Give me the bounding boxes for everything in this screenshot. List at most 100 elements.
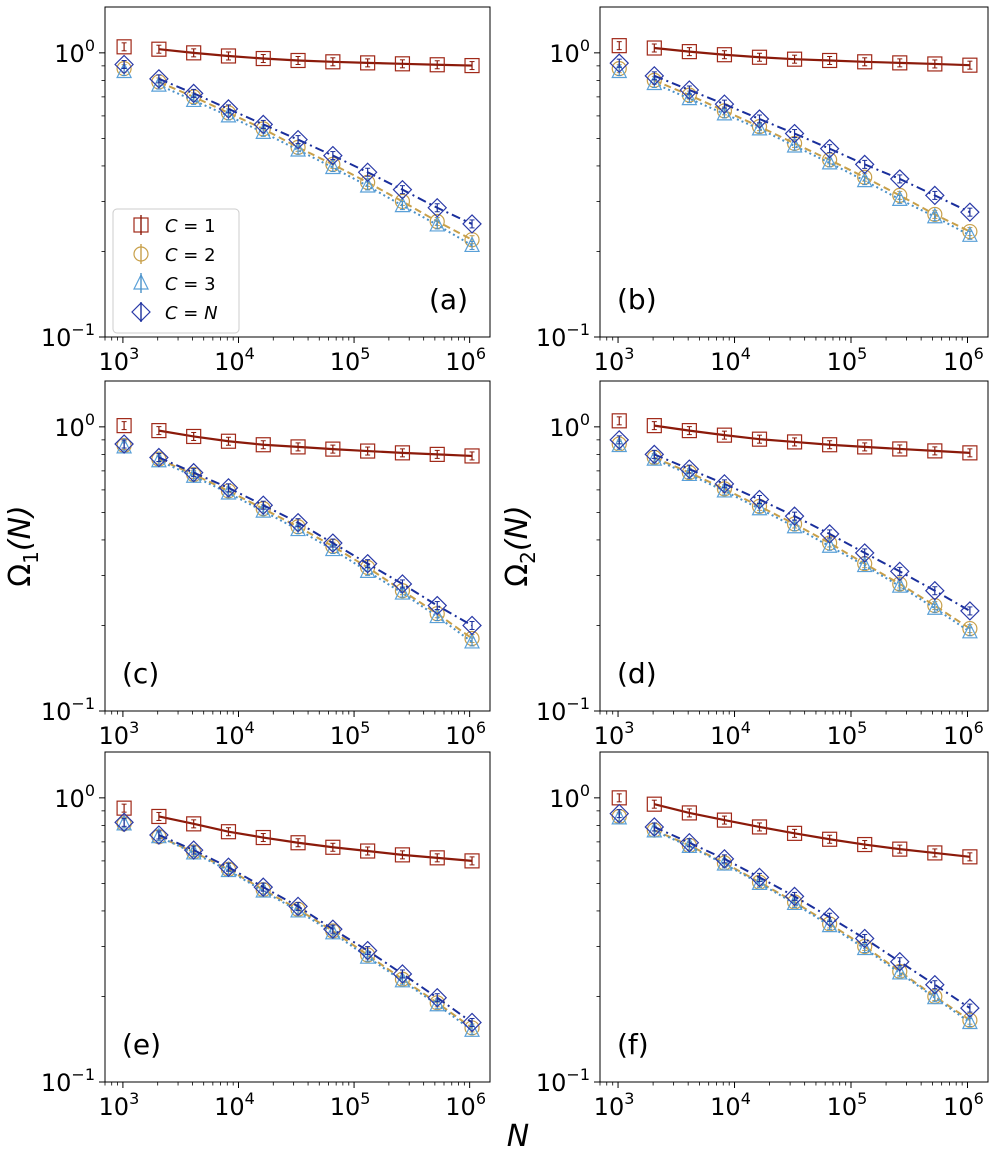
marker-c3 bbox=[429, 607, 446, 624]
marker-c3 bbox=[751, 499, 768, 516]
series-line-cN bbox=[158, 834, 473, 1024]
series-line-cN bbox=[653, 826, 971, 1009]
marker-c3 bbox=[394, 583, 411, 600]
marker-cN bbox=[114, 812, 134, 833]
marker-c1 bbox=[927, 56, 943, 72]
marker-c3 bbox=[926, 988, 943, 1005]
marker-cN bbox=[854, 154, 875, 175]
x-tick-label: 105 bbox=[330, 718, 371, 750]
marker-cN bbox=[114, 434, 134, 454]
marker-cN bbox=[889, 951, 910, 972]
series-line-c1 bbox=[158, 429, 473, 458]
marker-cN bbox=[253, 877, 274, 897]
x-tick-label: 105 bbox=[330, 1089, 371, 1121]
marker-cN bbox=[288, 896, 308, 917]
marker-cN bbox=[149, 447, 169, 468]
marker-cN bbox=[889, 169, 910, 189]
marker-c1 bbox=[429, 57, 445, 73]
marker-cN bbox=[644, 444, 665, 465]
marker-cN bbox=[114, 54, 134, 75]
y-tick-label: 100 bbox=[54, 36, 95, 68]
marker-c3 bbox=[324, 158, 341, 175]
x-tick-label: 106 bbox=[445, 344, 486, 376]
marker-c1 bbox=[751, 49, 768, 65]
marker-c1 bbox=[220, 824, 237, 840]
marker-c1 bbox=[360, 443, 376, 459]
x-tick-label: 106 bbox=[943, 1089, 984, 1121]
series-line-c3 bbox=[653, 829, 971, 1024]
marker-cN bbox=[819, 138, 840, 159]
axes-frame bbox=[599, 751, 989, 1083]
marker-cN bbox=[854, 543, 875, 563]
marker-cN bbox=[784, 123, 805, 144]
y-tick-label: 100 bbox=[54, 410, 95, 442]
marker-c3 bbox=[611, 62, 628, 79]
marker-cN bbox=[462, 1012, 482, 1033]
x-tick-label: 103 bbox=[99, 718, 140, 750]
series-line-c1 bbox=[158, 815, 473, 862]
marker-c3 bbox=[359, 176, 376, 193]
x-tick-label: 103 bbox=[594, 718, 635, 750]
marker-cN bbox=[323, 919, 343, 940]
marker-c1 bbox=[325, 441, 341, 457]
marker-cN bbox=[819, 524, 840, 544]
marker-c1 bbox=[822, 52, 838, 69]
marker-cN bbox=[392, 179, 413, 200]
marker-cN bbox=[183, 83, 204, 104]
marker-c3 bbox=[429, 215, 446, 232]
marker-cN bbox=[644, 65, 665, 86]
marker-c3 bbox=[716, 104, 733, 121]
marker-c1 bbox=[464, 57, 480, 74]
series-line-c1 bbox=[654, 46, 970, 67]
marker-c1 bbox=[116, 418, 132, 434]
marker-c1 bbox=[220, 48, 237, 64]
marker-c3 bbox=[891, 576, 908, 593]
panel-label: (a) bbox=[429, 283, 468, 316]
legend-label-c2: C = 2 bbox=[165, 245, 216, 266]
marker-cN bbox=[427, 595, 448, 616]
marker-c1 bbox=[394, 445, 411, 461]
marker-c3 bbox=[926, 207, 943, 224]
series-line-c2 bbox=[158, 81, 473, 241]
marker-c3 bbox=[821, 916, 838, 933]
marker-c1 bbox=[255, 50, 271, 67]
marker-cN bbox=[679, 832, 700, 853]
panel-c: 103 104 105 106 10−1 100 (c) bbox=[41, 380, 491, 750]
marker-cN bbox=[749, 867, 770, 888]
marker-cN bbox=[288, 512, 308, 533]
marker-c3 bbox=[926, 598, 943, 615]
marker-c1 bbox=[429, 850, 445, 866]
marker-c1 bbox=[857, 836, 873, 853]
legend-label-c1: C = 1 bbox=[165, 216, 216, 237]
x-tick-label: 103 bbox=[99, 344, 140, 376]
marker-c1 bbox=[290, 835, 306, 851]
marker-cN bbox=[253, 495, 274, 516]
marker-c3 bbox=[891, 963, 908, 980]
y-tick-label: 100 bbox=[549, 410, 590, 442]
marker-cN bbox=[462, 214, 482, 234]
marker-c1 bbox=[325, 839, 341, 855]
marker-cN bbox=[644, 817, 665, 837]
marker-c1 bbox=[255, 437, 271, 453]
marker-c3 bbox=[646, 449, 663, 466]
marker-c3 bbox=[786, 517, 803, 534]
marker-c1 bbox=[681, 423, 697, 439]
marker-c1 bbox=[857, 54, 873, 70]
marker-cN bbox=[714, 474, 735, 494]
marker-cN bbox=[960, 202, 980, 223]
series-line-c3 bbox=[158, 459, 473, 643]
y-tick-label: 10−1 bbox=[536, 694, 590, 726]
marker-cN bbox=[427, 987, 448, 1008]
marker-cN bbox=[714, 94, 735, 114]
marker-c3 bbox=[961, 225, 978, 242]
x-tick-label: 104 bbox=[710, 718, 751, 750]
marker-c3 bbox=[821, 536, 838, 553]
legend-frame bbox=[112, 208, 240, 334]
marker-c1 bbox=[220, 433, 237, 449]
marker-cN bbox=[889, 561, 910, 582]
x-tick-label: 105 bbox=[827, 344, 868, 376]
marker-c1 bbox=[151, 423, 167, 439]
marker-c3 bbox=[290, 140, 307, 157]
marker-cN bbox=[183, 840, 204, 860]
